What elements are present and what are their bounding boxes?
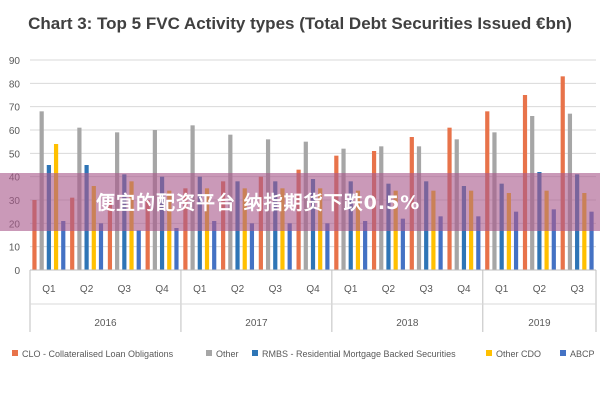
x-tick-label: Q1 — [495, 284, 509, 295]
y-tick-label: 0 — [14, 266, 20, 277]
bar-abcp — [98, 223, 104, 270]
bar-abcp — [174, 228, 179, 270]
bar-abcp — [400, 218, 405, 270]
bar-abcp — [136, 230, 141, 270]
x-tick-label: Q2 — [382, 284, 396, 295]
bar-other-cdo — [506, 193, 511, 270]
bar-abcp — [438, 216, 443, 270]
x-tick-label: Q2 — [80, 284, 94, 295]
x-tick-label: Q1 — [344, 284, 358, 295]
legend-label: Other CDO — [496, 349, 541, 359]
bar-clo — [70, 197, 75, 270]
bar-abcp — [551, 209, 556, 270]
year-label: 2019 — [528, 318, 551, 329]
y-tick-label: 50 — [9, 149, 21, 160]
legend-swatch — [560, 350, 566, 356]
legend-label: CLO - Collateralised Loan Obligations — [22, 349, 174, 359]
bar-other-cdo — [582, 193, 587, 270]
year-label: 2018 — [396, 318, 419, 329]
legend-swatch — [486, 350, 492, 356]
bar-abcp — [513, 211, 519, 270]
x-tick-label: Q2 — [533, 284, 547, 295]
bar-clo — [32, 200, 37, 270]
x-tick-label: Q3 — [118, 284, 132, 295]
legend-swatch — [12, 350, 18, 356]
bar-abcp — [325, 223, 330, 270]
bar-abcp — [61, 221, 66, 270]
bar-abcp — [476, 216, 481, 270]
bar-abcp — [589, 211, 594, 270]
legend-label: ABCP — [570, 349, 595, 359]
y-tick-label: 10 — [9, 243, 21, 254]
legend-label: RMBS - Residential Mortgage Backed Secur… — [262, 349, 456, 359]
y-tick-label: 80 — [9, 79, 21, 90]
bar-abcp — [287, 223, 292, 270]
x-tick-label: Q1 — [42, 284, 56, 295]
x-tick-label: Q3 — [269, 284, 283, 295]
chart-title: Chart 3: Top 5 FVC Activity types (Total… — [28, 14, 572, 33]
overlay-banner — [0, 173, 600, 231]
y-tick-label: 60 — [9, 126, 21, 137]
bar-abcp — [249, 223, 255, 270]
bar-abcp — [212, 221, 217, 270]
x-tick-label: Q4 — [457, 284, 471, 295]
overlay-banner-text: 便宜的配资平台 纳指期货下跌0.5% — [96, 192, 421, 214]
bar-clo — [145, 200, 150, 270]
x-tick-label: Q4 — [306, 284, 320, 295]
year-label: 2016 — [94, 318, 117, 329]
year-label: 2017 — [245, 318, 268, 329]
x-tick-label: Q3 — [570, 284, 584, 295]
bar-clo — [107, 200, 113, 270]
y-tick-label: 90 — [9, 56, 21, 67]
legend-swatch — [252, 350, 258, 356]
x-tick-label: Q4 — [155, 284, 169, 295]
x-tick-label: Q1 — [193, 284, 207, 295]
x-tick-label: Q3 — [420, 284, 434, 295]
legend-label: Other — [216, 349, 239, 359]
bar-abcp — [363, 221, 368, 270]
y-tick-label: 70 — [9, 103, 21, 114]
x-tick-label: Q2 — [231, 284, 245, 295]
legend-swatch — [206, 350, 212, 356]
